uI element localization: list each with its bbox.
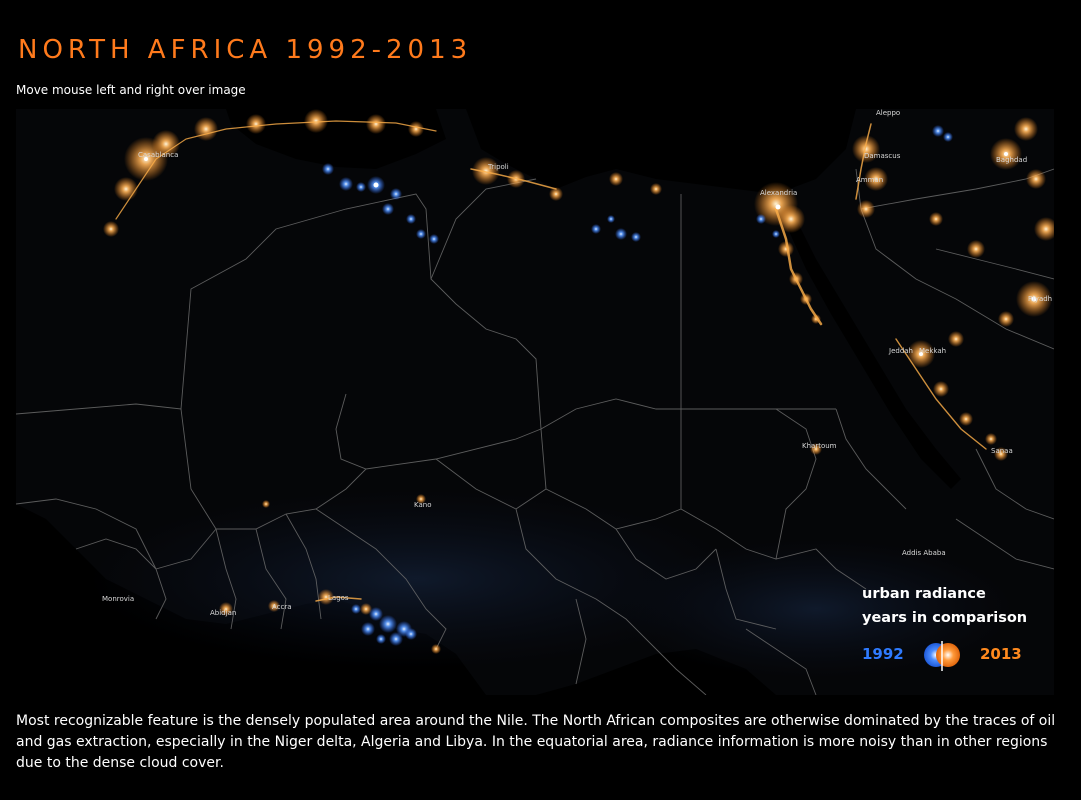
instruction-text: Move mouse left and right over image bbox=[16, 83, 246, 97]
page-title: NORTH AFRICA 1992-2013 bbox=[18, 35, 473, 65]
radiance-legend: urban radiance years in comparison 1992 bbox=[862, 585, 1042, 675]
city-label-mekkah: Mekkah bbox=[919, 347, 947, 355]
city-label-jeddah: Jeddah bbox=[889, 347, 913, 355]
legend-year-1992: 1992 bbox=[862, 645, 904, 663]
city-label-riyadh: Riyadh bbox=[1028, 295, 1053, 303]
legend-title-line2: years in comparison bbox=[862, 610, 1028, 626]
city-label-abidjan: Abidjan bbox=[210, 609, 237, 617]
equatorial-haze-east bbox=[616, 539, 1016, 679]
lights-1992 bbox=[322, 125, 953, 646]
light-traces-2013 bbox=[115, 120, 987, 602]
map-canvas bbox=[16, 109, 1054, 695]
city-cores bbox=[144, 152, 1037, 356]
city-label-sanaa: Sanaa bbox=[991, 447, 1013, 455]
equatorial-haze bbox=[86, 489, 746, 669]
legend-year-2013: 2013 bbox=[980, 645, 1022, 663]
city-label-addis-ababa: Addis Ababa bbox=[902, 549, 946, 557]
comparison-slider-icon[interactable] bbox=[921, 641, 963, 671]
red-sea bbox=[788, 219, 961, 489]
city-label-aleppo: Aleppo bbox=[876, 109, 901, 117]
night-lights-comparison-map[interactable]: Casablanca Tripoli Alexandria Aleppo Dam… bbox=[16, 109, 1054, 695]
city-label-lagos: Lagos bbox=[328, 594, 349, 602]
city-label-damascus: Damascus bbox=[864, 152, 901, 160]
country-borders bbox=[16, 168, 1054, 695]
map-description: Most recognizable feature is the densely… bbox=[16, 713, 1056, 771]
legend-title-line1: urban radiance bbox=[862, 586, 986, 602]
city-label-baghdad: Baghdad bbox=[996, 156, 1028, 164]
city-label-kano: Kano bbox=[414, 501, 432, 509]
city-label-accra: Accra bbox=[272, 603, 292, 611]
city-label-khartoum: Khartoum bbox=[802, 442, 837, 450]
city-label-monrovia: Monrovia bbox=[102, 595, 135, 603]
city-label-tripoli: Tripoli bbox=[488, 163, 509, 171]
city-label-casablanca: Casablanca bbox=[138, 151, 179, 159]
city-label-alexandria: Alexandria bbox=[760, 189, 798, 197]
city-label-amman: Amman bbox=[856, 176, 884, 184]
